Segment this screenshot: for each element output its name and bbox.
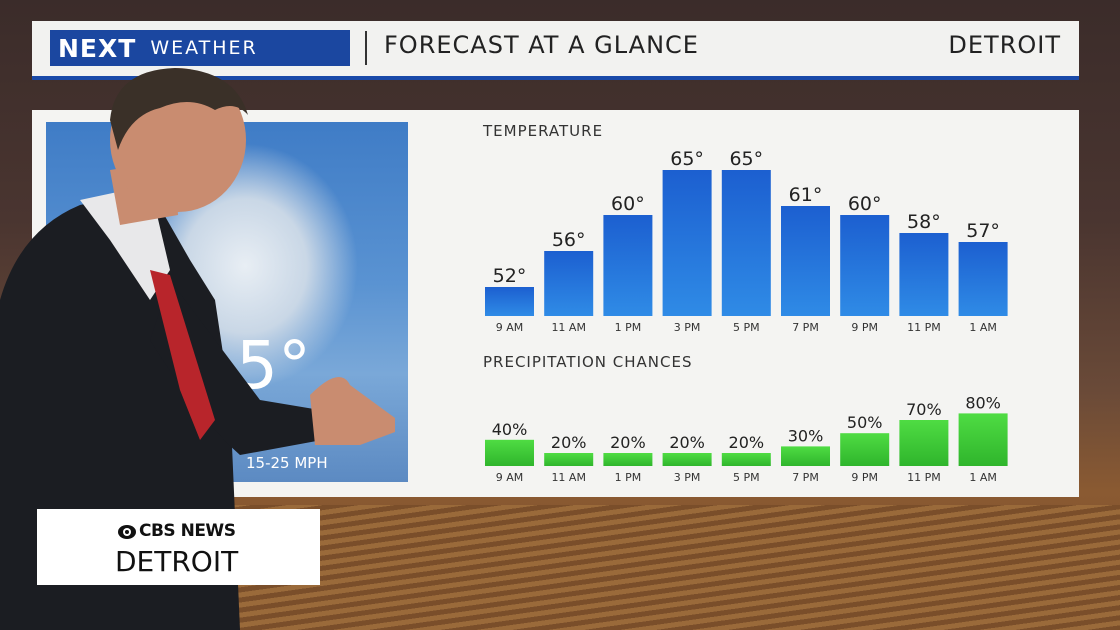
temperature-bar-2 bbox=[603, 215, 653, 316]
precipitation-category-label-4: 5 PM bbox=[733, 471, 760, 484]
temperature-bar-6 bbox=[840, 215, 890, 316]
precipitation-category-label-3: 3 PM bbox=[674, 471, 701, 484]
precipitation-value-label-6: 50% bbox=[847, 413, 883, 432]
current-wind: 15-25 MPH bbox=[246, 454, 328, 472]
next-weather-logo: NEXT WEATHER bbox=[50, 30, 350, 66]
temperature-value-label-8: 57° bbox=[966, 220, 1000, 242]
temperature-category-label-5: 7 PM bbox=[792, 321, 819, 334]
precipitation-title: PRECIPITATION CHANCES bbox=[483, 353, 693, 371]
temperature-bar-3 bbox=[662, 170, 712, 316]
temperature-value-label-3: 65° bbox=[670, 148, 704, 170]
temperature-category-label-0: 9 AM bbox=[496, 321, 524, 334]
temperature-category-label-2: 1 PM bbox=[615, 321, 642, 334]
precipitation-category-label-0: 9 AM bbox=[496, 471, 524, 484]
temperature-value-label-5: 61° bbox=[789, 184, 823, 206]
temperature-value-label-1: 56° bbox=[552, 229, 586, 251]
precipitation-value-label-4: 20% bbox=[729, 433, 765, 452]
precipitation-bar-0 bbox=[485, 439, 534, 466]
temperature-bar-7 bbox=[899, 233, 949, 316]
precipitation-bar-5 bbox=[781, 446, 830, 466]
temperature-value-label-6: 60° bbox=[848, 193, 882, 215]
precipitation-category-label-7: 11 PM bbox=[907, 471, 941, 484]
precipitation-category-label-8: 1 AM bbox=[969, 471, 997, 484]
temperature-value-label-7: 58° bbox=[907, 211, 941, 233]
temperature-category-label-3: 3 PM bbox=[674, 321, 701, 334]
precipitation-bar-4 bbox=[721, 453, 771, 466]
temperature-bar-5 bbox=[781, 206, 830, 316]
temperature-value-label-0: 52° bbox=[493, 265, 527, 287]
precipitation-bar-6 bbox=[840, 433, 890, 466]
precipitation-value-label-8: 80% bbox=[965, 393, 1001, 412]
precipitation-category-label-5: 7 PM bbox=[792, 471, 819, 484]
temperature-category-label-6: 9 PM bbox=[851, 321, 878, 334]
precipitation-value-label-5: 30% bbox=[788, 426, 824, 445]
temperature-title: TEMPERATURE bbox=[483, 122, 604, 140]
cbs-news-detroit-logo: CBS NEWS DETROIT bbox=[37, 509, 320, 585]
temperature-bar-8 bbox=[958, 242, 1008, 316]
precipitation-bar-7 bbox=[899, 420, 949, 466]
cbs-eye-icon bbox=[118, 525, 136, 539]
temperature-category-label-4: 5 PM bbox=[733, 321, 760, 334]
temperature-bar-4 bbox=[721, 170, 771, 316]
precipitation-value-label-7: 70% bbox=[906, 400, 942, 419]
temperature-value-label-2: 60° bbox=[611, 193, 645, 215]
temperature-category-label-7: 11 PM bbox=[907, 321, 941, 334]
header-city: DETROIT bbox=[948, 31, 1061, 59]
precipitation-bar-3 bbox=[662, 453, 712, 466]
temperature-value-label-4: 65° bbox=[729, 148, 763, 170]
precipitation-value-label-3: 20% bbox=[669, 433, 705, 452]
precipitation-value-label-0: 40% bbox=[492, 420, 528, 439]
precipitation-category-label-1: 11 AM bbox=[551, 471, 586, 484]
temperature-category-label-8: 1 AM bbox=[969, 321, 997, 334]
precipitation-category-label-2: 1 PM bbox=[615, 471, 642, 484]
logo-weather-text: WEATHER bbox=[150, 37, 258, 59]
logo-next-text: NEXT bbox=[58, 33, 137, 63]
temperature-bar-1 bbox=[544, 251, 594, 316]
precipitation-bar-1 bbox=[544, 453, 594, 466]
broadcaster-city: DETROIT bbox=[115, 545, 239, 578]
precipitation-bar-8 bbox=[958, 413, 1008, 466]
precipitation-value-label-1: 20% bbox=[551, 433, 587, 452]
temperature-bar-0 bbox=[485, 287, 534, 316]
precipitation-category-label-6: 9 PM bbox=[851, 471, 878, 484]
precipitation-bar-2 bbox=[603, 453, 653, 466]
precipitation-value-label-2: 20% bbox=[610, 433, 646, 452]
page-title: FORECAST AT A GLANCE bbox=[384, 31, 699, 59]
temperature-category-label-1: 11 AM bbox=[551, 321, 586, 334]
cbs-news-brand: CBS NEWS bbox=[139, 521, 236, 541]
header-divider bbox=[365, 31, 367, 65]
